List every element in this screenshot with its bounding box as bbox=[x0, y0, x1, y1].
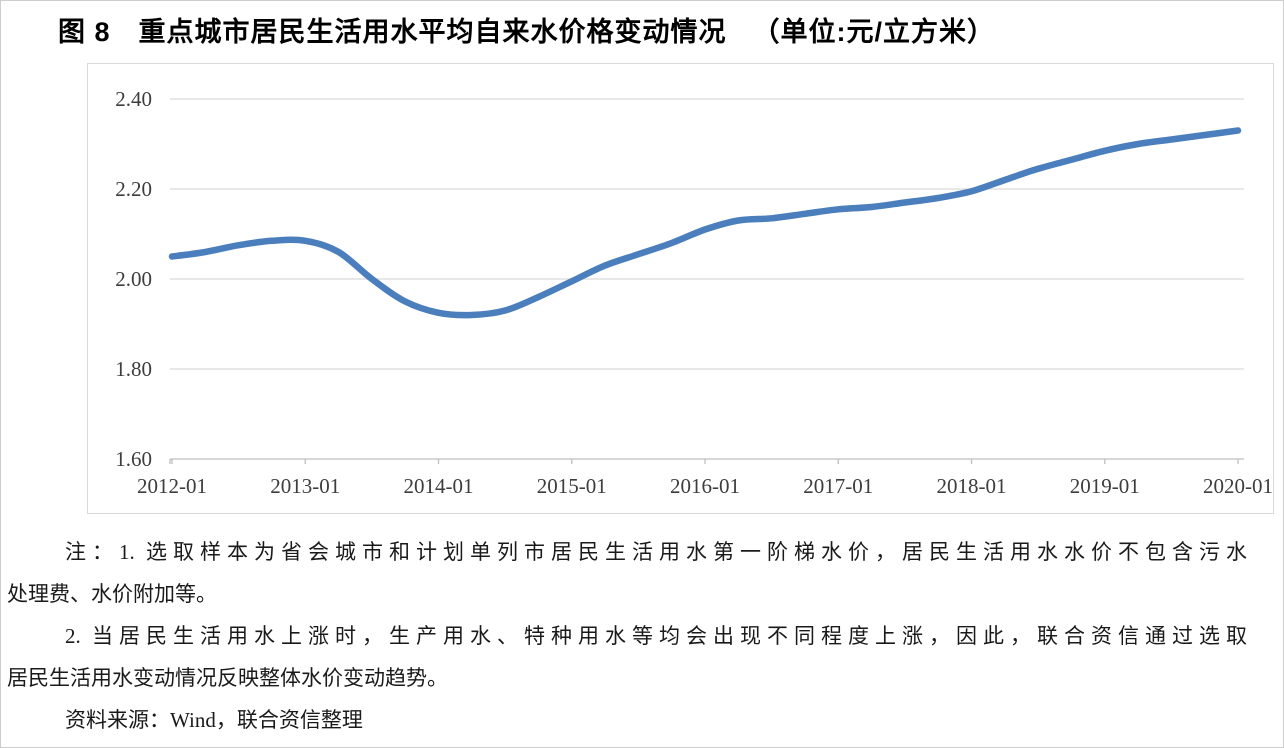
notes-block: 注：1. 选取样本为省会城市和计划单列市居民生活用水第一阶梯水价，居民生活用水水… bbox=[7, 531, 1247, 741]
y-tick-label: 2.00 bbox=[115, 267, 152, 291]
x-tick-label: 2020-01 bbox=[1203, 474, 1273, 498]
note-line: 居民生活用水变动情况反映整体水价变动趋势。 bbox=[7, 666, 448, 690]
note-line: 处理费、水价附加等。 bbox=[7, 582, 217, 606]
figure-title-text: 图 8 重点城市居民生活用水平均自来水价格变动情况 bbox=[58, 17, 727, 47]
figure-unit-label: （单位:元/立方米） bbox=[752, 17, 996, 47]
x-tick-label: 2015-01 bbox=[537, 474, 607, 498]
note-line: 资料来源：Wind，联合资信整理 bbox=[65, 708, 363, 732]
y-tick-label: 2.20 bbox=[115, 177, 152, 201]
x-tick-label: 2018-01 bbox=[937, 474, 1007, 498]
note-line: 2. 当居民生活用水上涨时，生产用水、特种用水等均会出现不同程度上涨，因此，联合… bbox=[65, 624, 1247, 648]
water-price-line-chart: 1.60 1.80 2.00 2.20 2.40 2012-01 2013-01 2014-0… bbox=[115, 87, 1273, 498]
price-line-series bbox=[168, 127, 1242, 319]
x-tick-label: 2012-01 bbox=[137, 474, 207, 498]
y-tick-label: 1.80 bbox=[115, 357, 152, 381]
figure-title: 图 8 重点城市居民生活用水平均自来水价格变动情况 （单位:元/立方米） bbox=[58, 10, 995, 49]
x-tick-label: 2013-01 bbox=[270, 474, 340, 498]
y-tick-label: 2.40 bbox=[115, 87, 152, 111]
x-tick-label: 2017-01 bbox=[803, 474, 873, 498]
x-tick-label: 2016-01 bbox=[670, 474, 740, 498]
y-tick-label: 1.60 bbox=[115, 447, 152, 471]
x-tick-label: 2019-01 bbox=[1070, 474, 1140, 498]
x-tick-label: 2014-01 bbox=[404, 474, 474, 498]
note-line: 注：1. 选取样本为省会城市和计划单列市居民生活用水第一阶梯水价，居民生活用水水… bbox=[65, 540, 1247, 564]
chart-area: 1.60 1.80 2.00 2.20 2.40 2012-01 2013-01 2014-0… bbox=[87, 63, 1274, 514]
